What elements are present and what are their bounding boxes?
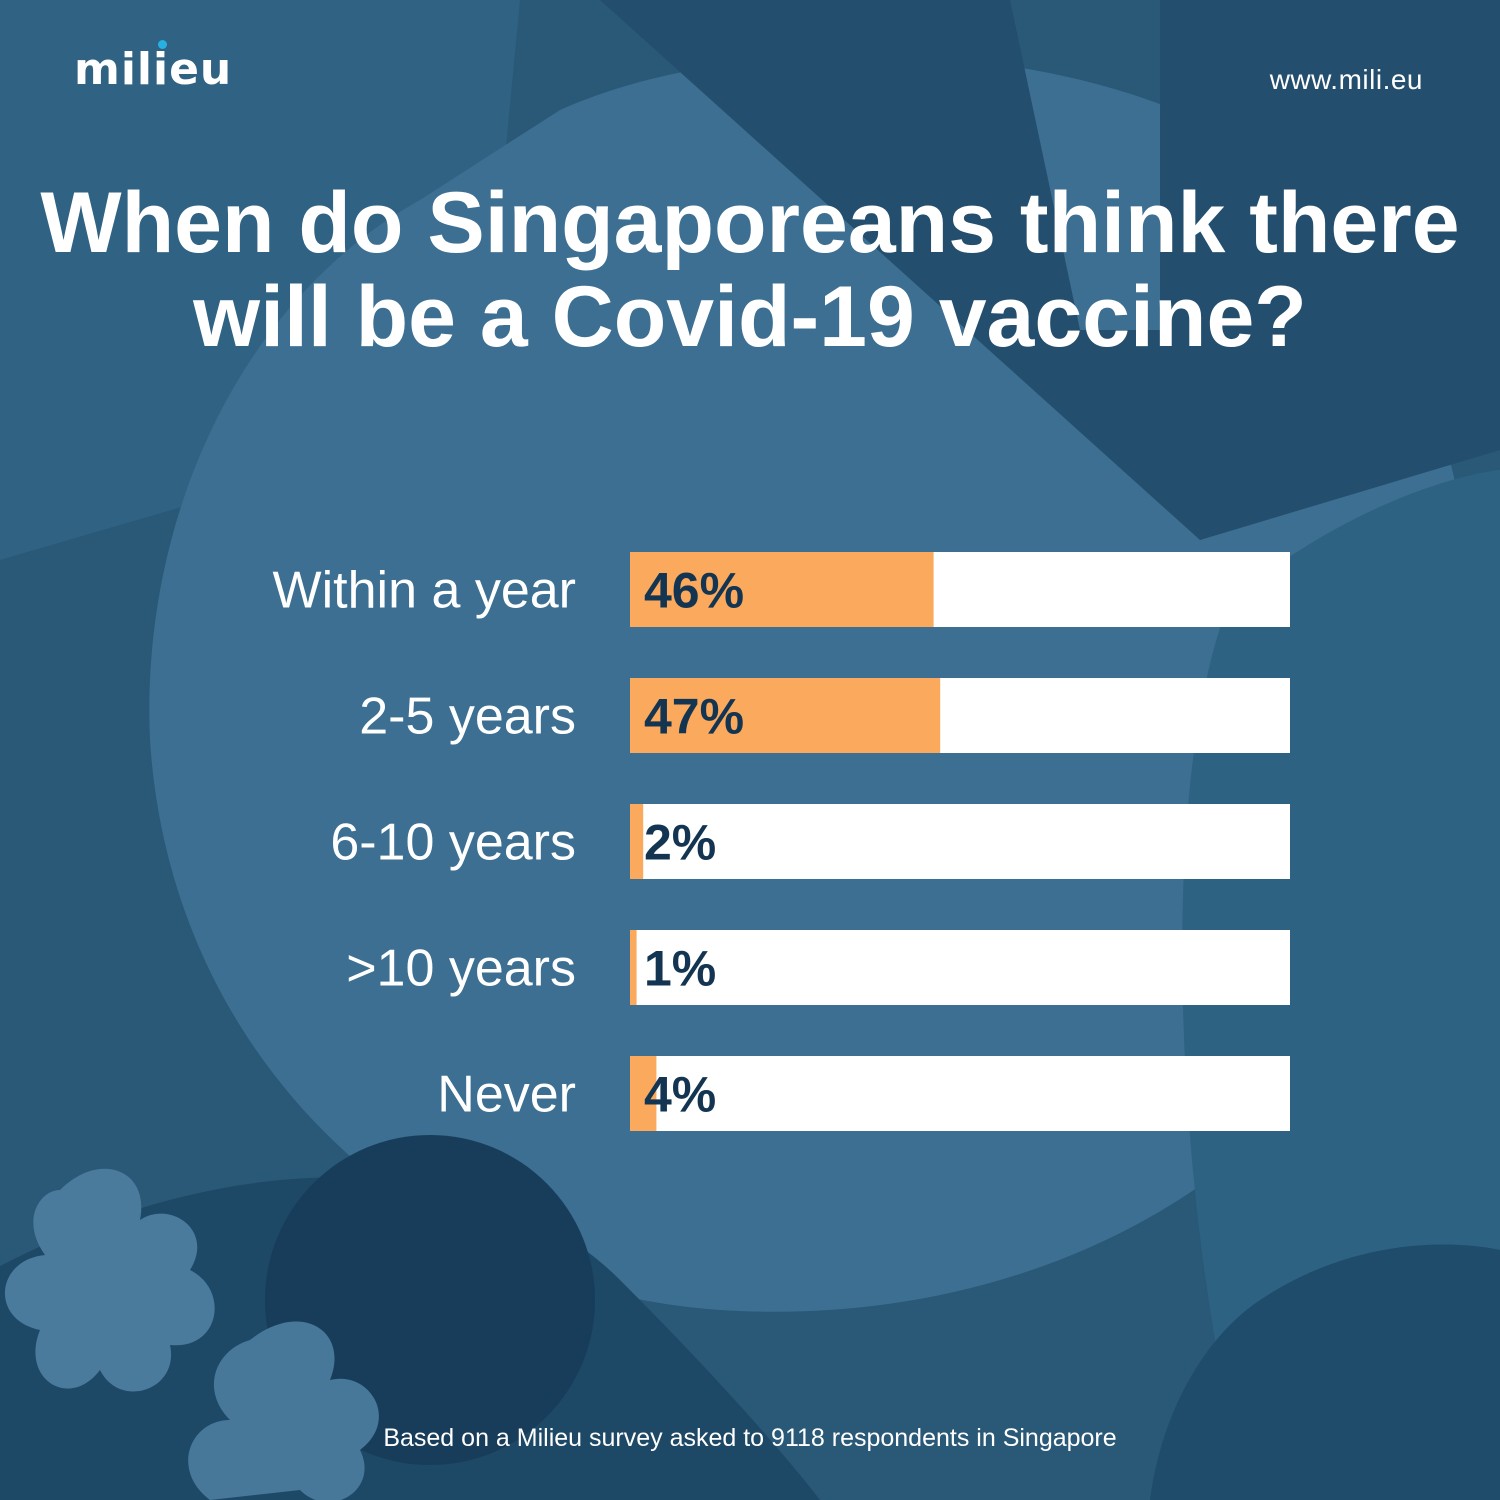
category-label: Never (437, 1066, 576, 1124)
value-label: 47% (644, 689, 744, 745)
bar-row: Never 4% (437, 1056, 1290, 1131)
logo-dot-icon (158, 40, 167, 49)
category-label: >10 years (346, 940, 576, 998)
category-label: 2-5 years (359, 688, 576, 746)
value-label: 4% (644, 1067, 716, 1123)
website-url[interactable]: www.mili.eu (1269, 64, 1423, 95)
category-label: Within a year (273, 562, 576, 620)
bar (630, 678, 941, 753)
milieu-logo: milieu (74, 40, 233, 95)
bar (630, 930, 637, 1005)
chart-title: When do Singaporeans think there will be… (40, 175, 1460, 365)
value-label: 1% (644, 941, 716, 997)
bar-row: 2-5 years 47% (359, 678, 1290, 753)
footnote: Based on a Milieu survey asked to 9118 r… (383, 1424, 1117, 1452)
category-label: 6-10 years (330, 814, 576, 872)
bar-track (630, 930, 1290, 1005)
bar (630, 552, 934, 627)
bar-row: >10 years 1% (346, 930, 1290, 1005)
bar-track (630, 1056, 1290, 1131)
bar (630, 1056, 657, 1131)
bar (630, 804, 644, 879)
bar-track (630, 804, 1290, 879)
bar-row: Within a year 46% (273, 552, 1290, 627)
value-label: 2% (644, 815, 716, 871)
bar-row: 6-10 years 2% (330, 804, 1290, 879)
logo-text: milieu (74, 44, 233, 95)
value-label: 46% (644, 563, 744, 619)
